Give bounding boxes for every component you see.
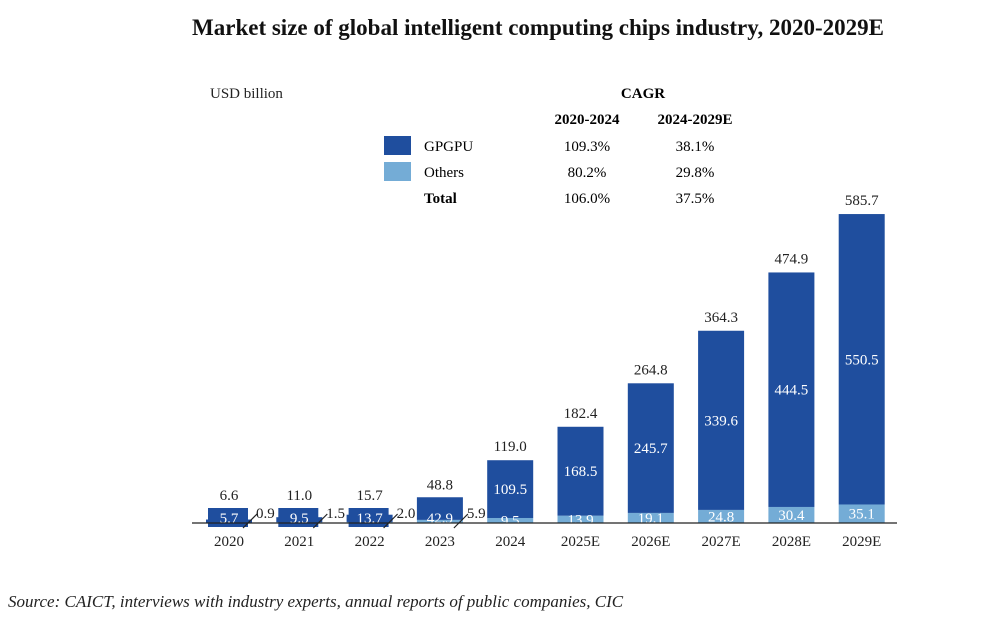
cagr-others-2: 29.8% [676, 165, 715, 181]
bar-others-2026E [627, 512, 674, 523]
bar-gpgpu-2026E [627, 383, 674, 513]
label-total-2027E: 364.3 [704, 310, 738, 326]
label-total-2024: 119.0 [494, 439, 527, 455]
bar-gpgpu-2027E [698, 330, 745, 510]
cagr-total-2: 37.5% [676, 191, 715, 207]
bar-gpgpu-2025E [557, 426, 604, 516]
leader-line [383, 513, 399, 529]
label-gpgpu-2022: 13.7 [356, 511, 383, 527]
x-tick-2024: 2024 [495, 534, 526, 550]
label-others-2027E: 24.8 [708, 509, 734, 525]
label-gpgpu-2021: 9.5 [290, 511, 309, 527]
cagr-title: CAGR [621, 86, 665, 102]
label-gpgpu-2023: 42.9 [427, 511, 453, 527]
label-box-gpgpu [208, 508, 248, 527]
cagr-col-2: 2024-2029E [658, 112, 733, 128]
x-tick-2027E: 2027E [702, 534, 741, 550]
label-total-2021: 11.0 [286, 488, 312, 504]
bar-others-2029E [838, 504, 885, 523]
label-gpgpu-2027E: 339.6 [704, 413, 738, 429]
bars-group: 5.7 0.9 6.6 2020 9.5 1.5 11.0 2021 13.7 2.0 15.7 20… [206, 193, 885, 550]
label-total-2022: 15.7 [356, 488, 383, 504]
legend-label-others: Others [424, 165, 464, 181]
label-others-2024: 9.5 [501, 513, 520, 529]
label-total-2023: 48.8 [427, 477, 453, 493]
label-gpgpu-2028E: 444.5 [775, 383, 809, 399]
x-tick-2028E: 2028E [772, 534, 811, 550]
leader-line [312, 513, 328, 529]
label-others-2029E: 35.1 [849, 507, 875, 523]
label-total-2028E: 474.9 [775, 251, 809, 267]
cagr-gpgpu-1: 109.3% [564, 139, 610, 155]
bar-gpgpu-2029E [838, 214, 885, 505]
cagr-total-label: Total [424, 191, 457, 207]
label-box-gpgpu [348, 508, 389, 527]
bar-others-2028E [768, 506, 815, 523]
label-total-2025E: 182.4 [564, 406, 598, 422]
bar-others-2027E [698, 509, 745, 523]
cagr-total-1: 106.0% [564, 191, 610, 207]
bar-others-2024 [487, 517, 534, 523]
chart-title: Market size of global intelligent comput… [192, 15, 884, 40]
label-others-2021: 1.5 [326, 506, 345, 522]
x-tick-2021: 2021 [284, 534, 314, 550]
label-gpgpu-2025E: 168.5 [564, 464, 598, 480]
x-tick-2025E: 2025E [561, 534, 600, 550]
legend-swatch-others [384, 162, 411, 181]
label-others-2025E: 13.9 [567, 512, 593, 528]
y-axis-label: USD billion [210, 86, 283, 102]
label-gpgpu-2020: 5.7 [220, 511, 239, 527]
leader-line [242, 513, 258, 529]
bar-gpgpu-2023 [416, 497, 463, 520]
bar-others-2025E [557, 515, 604, 523]
label-total-2029E: 585.7 [845, 193, 879, 209]
x-tick-2020: 2020 [214, 534, 244, 550]
label-total-2026E: 264.8 [634, 362, 668, 378]
leader-line [453, 513, 469, 529]
x-tick-2026E: 2026E [631, 534, 670, 550]
x-tick-2023: 2023 [425, 534, 455, 550]
label-gpgpu-2029E: 550.5 [845, 352, 879, 368]
bar-others-2023 [416, 519, 463, 523]
source-note: Source: CAICT, interviews with industry … [8, 592, 624, 611]
label-others-2028E: 30.4 [778, 508, 805, 524]
label-total-2020: 6.6 [220, 488, 239, 504]
bar-gpgpu-2028E [768, 272, 815, 507]
label-others-2020: 0.9 [256, 506, 275, 522]
label-gpgpu-2024: 109.5 [493, 482, 527, 498]
legend-swatch-gpgpu [384, 136, 411, 155]
cagr-others-1: 80.2% [568, 165, 607, 181]
label-others-2023: 5.9 [467, 506, 486, 522]
cagr-col-1: 2020-2024 [555, 112, 620, 128]
label-others-2022: 2.0 [397, 506, 416, 522]
legend-label-gpgpu: GPGPU [424, 139, 473, 155]
x-tick-2029E: 2029E [842, 534, 881, 550]
bar-gpgpu-2024 [487, 460, 534, 518]
cagr-gpgpu-2: 38.1% [676, 139, 715, 155]
label-box-gpgpu [278, 508, 319, 527]
label-others-2026E: 19.1 [638, 511, 664, 527]
label-gpgpu-2026E: 245.7 [634, 441, 668, 457]
x-tick-2022: 2022 [355, 534, 385, 550]
